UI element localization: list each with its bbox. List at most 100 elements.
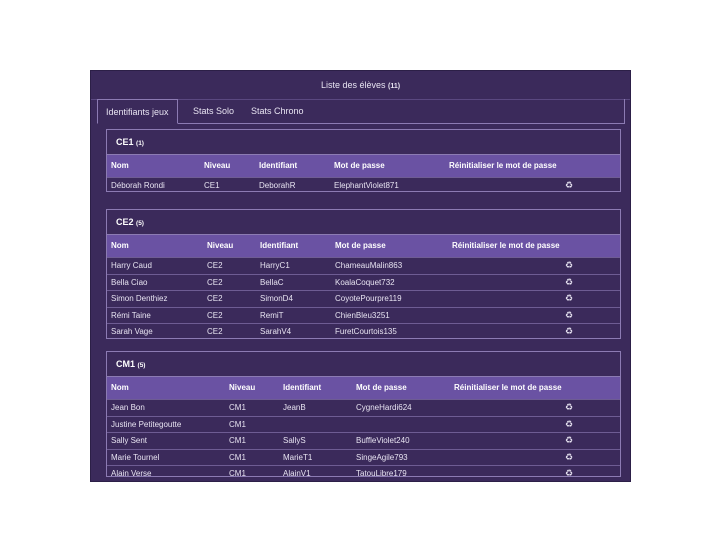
student-name: Justine Petitegoutte: [111, 419, 182, 429]
student-password: ChienBleu3251: [335, 310, 390, 320]
student-level: CM1: [229, 419, 246, 429]
student-login: DeborahR: [259, 181, 296, 190]
panel-title: Liste des élèves: [320, 80, 386, 90]
student-level: CE2: [207, 261, 223, 270]
student-login: BellaC: [260, 277, 284, 287]
student-login: AlainV1: [283, 469, 311, 478]
table-header: Nom Niveau Identifiant Mot de passe Réin…: [107, 376, 620, 399]
student-name: Sarah Vage: [111, 327, 153, 336]
recycle-icon[interactable]: ♻: [565, 418, 574, 429]
col-reset: Réinitialiser le mot de passe: [454, 383, 562, 392]
col-name: Nom: [111, 383, 129, 392]
table-row: Justine Petitegoutte CM1 ♻: [107, 415, 620, 433]
student-name: Bella Ciao: [111, 277, 148, 287]
recycle-icon[interactable]: ♻: [565, 402, 574, 412]
student-level: CM1: [229, 452, 246, 462]
recycle-icon[interactable]: ♻: [565, 326, 574, 336]
group-count: (5): [137, 362, 146, 369]
panel-header: Liste des élèves (11): [91, 71, 630, 100]
tab-bar: Identifiants jeux Stats Solo Stats Chron…: [97, 99, 625, 124]
table-row: Bella Ciao CE2 BellaC KoalaCoquet732 ♻: [107, 273, 620, 291]
student-name: Harry Caud: [111, 261, 152, 270]
table-row: Simon Denthiez CE2 SimonD4 CoyotePourpre…: [107, 290, 620, 307]
col-password: Mot de passe: [334, 161, 385, 170]
col-login: Identifiant: [283, 383, 322, 392]
student-password: CoyotePourpre119: [335, 294, 402, 303]
tab-stats-solo[interactable]: Stats Solo: [193, 106, 235, 116]
student-name: Rémi Taine: [111, 310, 151, 320]
student-password: ElephantViolet871: [334, 181, 399, 190]
table-row: Rémi Taine CE2 RemiT ChienBleu3251 ♻: [107, 306, 620, 324]
table-row: Marie Tournel CM1 MarieT1 SingeAgile793 …: [107, 448, 620, 466]
tab-identifiants-jeux[interactable]: Identifiants jeux: [97, 99, 178, 124]
table-row: Harry Caud CE2 HarryC1 ChameauMalin863 ♻: [107, 257, 620, 274]
student-name: Marie Tournel: [111, 452, 160, 462]
recycle-icon[interactable]: ♻: [565, 435, 574, 445]
col-password: Mot de passe: [356, 383, 407, 392]
col-password: Mot de passe: [335, 241, 386, 250]
col-level: Niveau: [207, 241, 234, 250]
group-ce1: CE1 (1) Nom Niveau Identifiant Mot de pa…: [106, 129, 621, 192]
student-password: CygneHardi624: [356, 403, 412, 412]
group-count: (5): [136, 220, 144, 227]
table-row: Jean Bon CM1 JeanB CygneHardi624 ♻: [107, 399, 620, 416]
group-cm1: CM1 (5) Nom Niveau Identifiant Mot de pa…: [106, 351, 621, 478]
col-login: Identifiant: [259, 161, 298, 170]
table-row: Alain Verse CM1 AlainV1 TatouLibre179 ♻: [107, 465, 620, 482]
recycle-icon[interactable]: ♻: [565, 260, 574, 270]
student-level: CE2: [207, 310, 223, 320]
group-name: CM1: [116, 359, 136, 369]
student-level: CM1: [229, 469, 246, 478]
group-title: CE2 (5): [107, 210, 620, 234]
table-row: Sarah Vage CE2 SarahV4 FuretCourtois135 …: [107, 323, 620, 340]
student-name: Simon Denthiez: [111, 294, 168, 303]
col-reset: Réinitialiser le mot de passe: [452, 241, 560, 250]
student-name: Déborah Rondi: [111, 181, 165, 190]
student-level: CE2: [207, 277, 223, 287]
col-reset: Réinitialiser le mot de passe: [449, 161, 557, 170]
student-login: HarryC1: [260, 261, 290, 270]
recycle-icon[interactable]: ♻: [565, 309, 574, 320]
group-ce2: CE2 (5) Nom Niveau Identifiant Mot de pa…: [106, 209, 621, 339]
group-name: CE1: [116, 137, 134, 147]
table-row: Sally Sent CM1 SallyS BuffleViolet240 ♻: [107, 432, 620, 449]
student-password: BuffleViolet240: [356, 436, 410, 445]
student-login: JeanB: [283, 403, 306, 412]
tab-stats-chrono[interactable]: Stats Chrono: [251, 106, 304, 116]
student-level: CM1: [229, 436, 246, 445]
recycle-icon[interactable]: ♻: [565, 276, 574, 287]
recycle-icon[interactable]: ♻: [565, 180, 574, 190]
student-login: SarahV4: [260, 327, 292, 336]
table-header: Nom Niveau Identifiant Mot de passe Réin…: [107, 154, 620, 177]
student-login: SallyS: [283, 436, 306, 445]
student-name: Jean Bon: [111, 403, 145, 412]
student-password: SingeAgile793: [356, 452, 408, 462]
col-level: Niveau: [229, 383, 256, 392]
table-header: Nom Niveau Identifiant Mot de passe Réin…: [107, 234, 620, 257]
student-password: ChameauMalin863: [335, 261, 403, 270]
group-title: CM1 (5): [107, 352, 620, 376]
col-name: Nom: [111, 161, 129, 170]
recycle-icon[interactable]: ♻: [565, 293, 574, 303]
student-level: CE2: [207, 327, 223, 336]
student-level: CE1: [204, 181, 220, 190]
group-name: CE2: [116, 217, 134, 227]
recycle-icon[interactable]: ♻: [565, 451, 574, 462]
recycle-icon[interactable]: ♻: [565, 468, 574, 478]
student-login: RemiT: [260, 310, 284, 320]
student-name: Alain Verse: [111, 469, 152, 478]
student-login: SimonD4: [260, 294, 293, 303]
col-name: Nom: [111, 241, 129, 250]
group-count: (1): [136, 140, 144, 147]
student-level: CM1: [229, 403, 246, 412]
student-login: MarieT1: [283, 452, 313, 462]
table-row: Déborah Rondi CE1 DeborahR ElephantViole…: [107, 177, 620, 191]
student-password: TatouLibre179: [356, 469, 407, 478]
student-list-panel: Liste des élèves (11) Identifiants jeux …: [90, 70, 631, 482]
student-level: CE2: [207, 294, 223, 303]
col-level: Niveau: [204, 161, 231, 170]
col-login: Identifiant: [260, 241, 299, 250]
student-password: KoalaCoquet732: [335, 277, 395, 287]
group-title: CE1 (1): [107, 130, 620, 154]
panel-count: (11): [388, 83, 401, 90]
